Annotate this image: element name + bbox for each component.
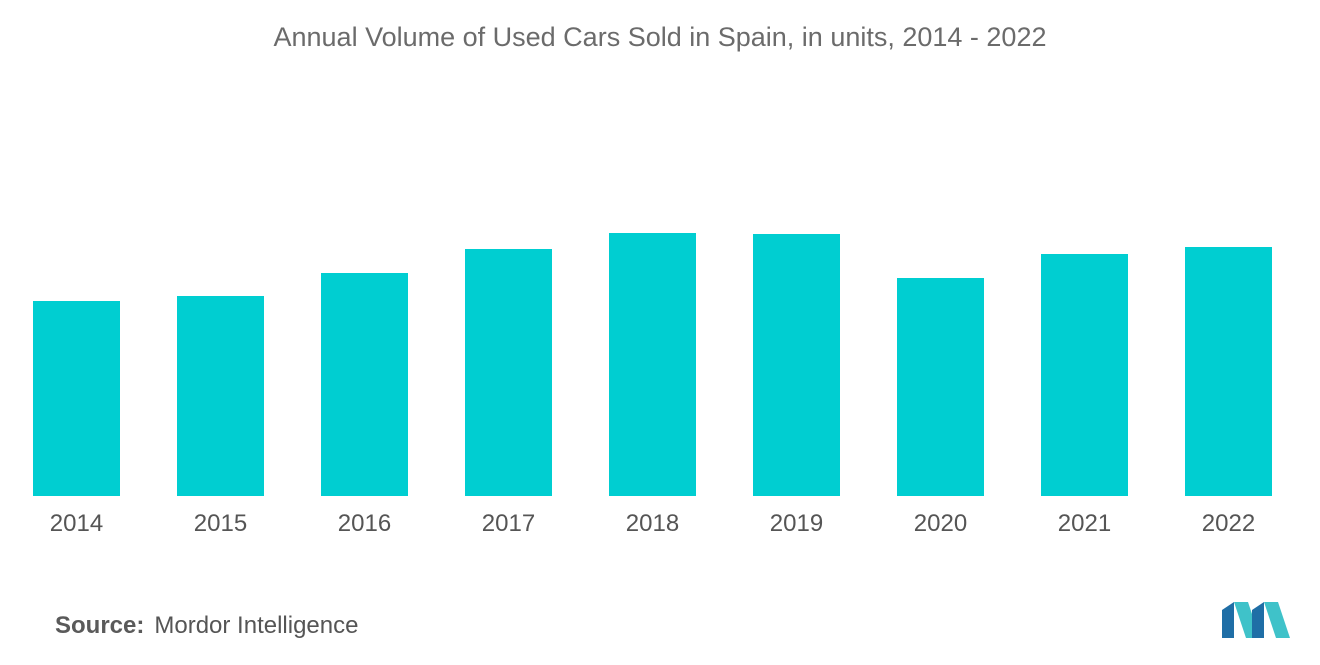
- x-tick-label-2019: 2019: [770, 510, 823, 537]
- bar-chart: 2014 2015 2016 2017 2018 2019 2020 2021 2022: [33, 233, 1272, 537]
- bar-2018: [609, 233, 696, 496]
- bar-2022: [1185, 247, 1272, 496]
- x-tick-label-2015: 2015: [194, 510, 247, 537]
- bar-2019: [753, 234, 840, 496]
- x-tick-label-2014: 2014: [50, 510, 103, 537]
- x-tick-labels: 2014 2015 2016 2017 2018 2019 2020 2021 2022: [50, 510, 1255, 537]
- bar-2016: [321, 273, 408, 496]
- x-tick-label-2018: 2018: [626, 510, 679, 537]
- bar-2020: [897, 278, 984, 496]
- bar-2017: [465, 249, 552, 496]
- source-line: Source: Mordor Intelligence: [55, 612, 358, 640]
- bar-2014: [33, 301, 120, 496]
- chart-title: Annual Volume of Used Cars Sold in Spain…: [273, 22, 1047, 52]
- bar-2021: [1041, 254, 1128, 496]
- x-tick-label-2017: 2017: [482, 510, 535, 537]
- bars-group: [33, 233, 1272, 496]
- bar-2015: [177, 296, 264, 496]
- x-tick-label-2022: 2022: [1202, 510, 1255, 537]
- source-name: Mordor Intelligence: [154, 612, 359, 639]
- x-tick-label-2020: 2020: [914, 510, 967, 537]
- x-tick-label-2016: 2016: [338, 510, 391, 537]
- x-tick-label-2021: 2021: [1058, 510, 1111, 537]
- mordor-intelligence-logo-icon: [1222, 602, 1290, 638]
- source-label: Source:: [55, 612, 145, 639]
